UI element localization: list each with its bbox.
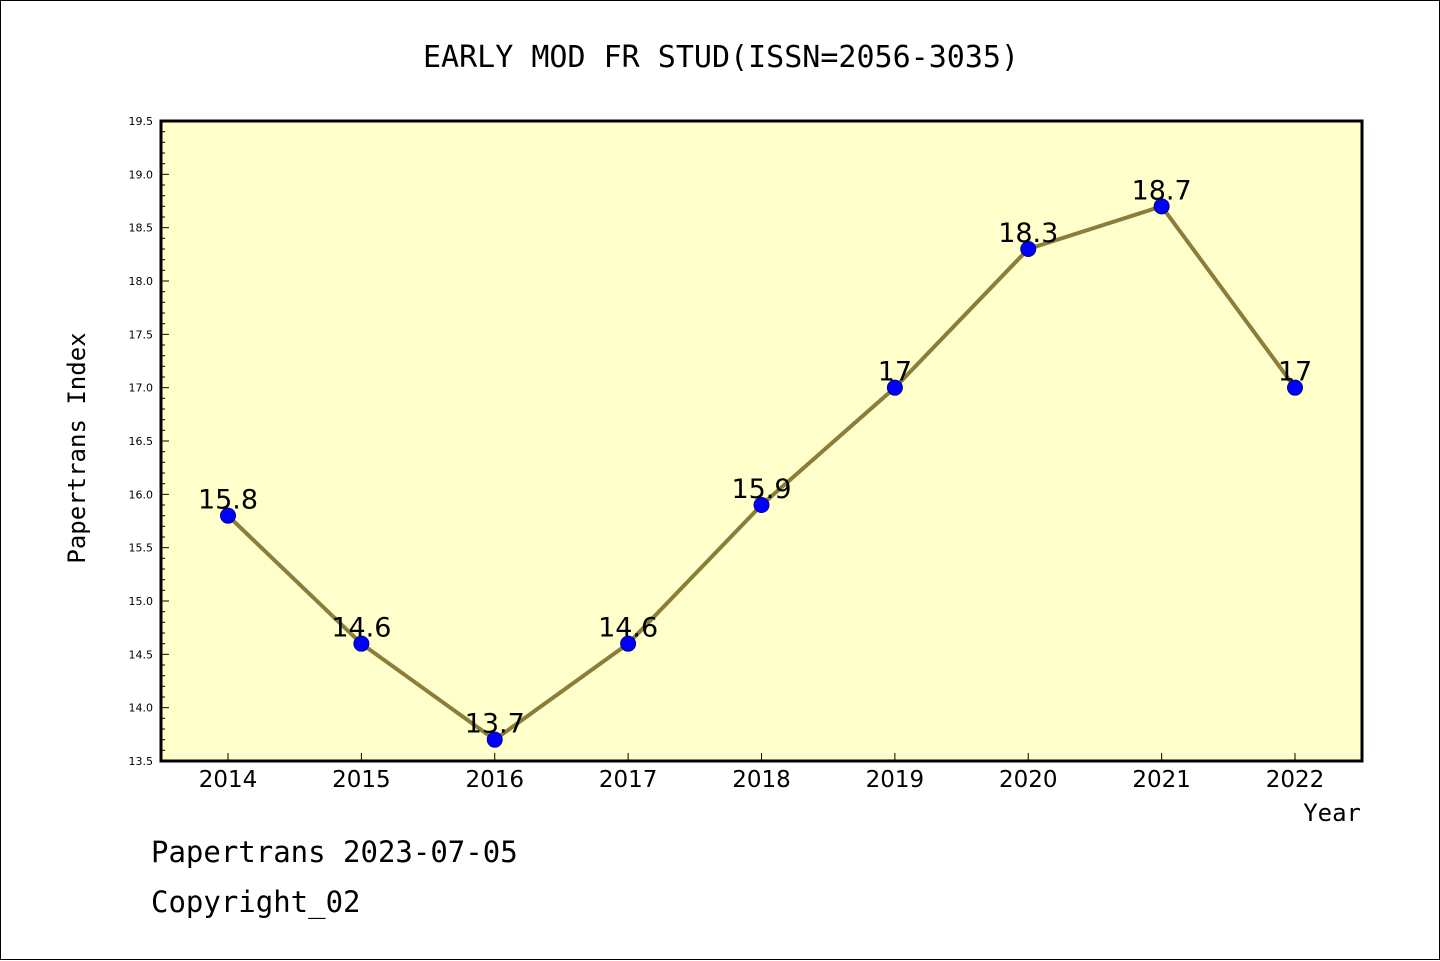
data-label: 18.7 [1132,175,1192,206]
x-tick-label: 2017 [599,767,658,793]
data-label: 14.6 [598,613,658,644]
data-point [753,497,770,513]
data-point [486,731,503,748]
data-point [1153,198,1170,215]
data-label: 17 [878,357,912,388]
data-point [620,635,637,652]
x-axis-label: Year [1303,799,1361,827]
x-tick-label: 2015 [332,767,391,793]
data-label: 15.9 [731,474,791,505]
y-tick-label: 17.0 [129,382,154,395]
y-tick-label: 17.5 [129,328,154,341]
chart-title: EARLY MOD FR STUD(ISSN=2056-3035) [423,40,1019,75]
x-tick-label: 2020 [999,767,1058,793]
x-tick-label: 2021 [1132,767,1191,793]
y-tick-label: 19.0 [129,168,154,181]
x-tick-label: 2019 [866,767,925,793]
y-tick-label: 14.0 [129,702,154,715]
data-label: 14.6 [331,613,391,644]
y-tick-label: 14.5 [129,648,154,661]
x-axis: 2014 2015 2016 2017 2018 2019 2020 2021 2022 [199,753,1325,793]
y-axis: 13.5 14.0 14.5 15.0 15.5 16.0 16.5 17.0 17.5 18.0… [129,115,169,768]
data-point [220,507,236,524]
footer-date: Papertrans 2023-07-05 [151,835,518,869]
y-tick-label: 15.0 [129,595,154,608]
plot-border [159,119,1364,763]
footer-copyright: Copyright_02 [151,885,361,919]
y-tick-label: 18.5 [129,222,154,235]
data-point [1020,241,1037,257]
data-point [886,379,903,396]
series-papertrans-index [220,198,1303,748]
data-point [1287,379,1303,396]
y-tick-label: 18.0 [129,275,154,288]
data-labels: 15.8 14.6 13.7 14.6 15.9 17 18.3 18.7 17 [198,175,1312,739]
y-tick-label: 16.5 [129,435,154,448]
y-tick-label: 15.5 [129,542,154,555]
y-tick-label: 16.0 [129,488,154,501]
data-point [353,635,370,652]
x-tick-label: 2018 [732,767,791,793]
x-tick-label: 2014 [199,767,258,793]
plot-area [161,121,1362,761]
y-tick-label: 19.5 [129,115,154,128]
data-label: 17 [1278,357,1312,388]
data-label: 15.8 [198,485,258,516]
x-tick-label: 2016 [465,767,524,793]
y-tick-label: 13.5 [129,755,154,768]
data-label: 13.7 [465,709,525,740]
data-label: 18.3 [998,218,1058,249]
x-tick-label: 2022 [1266,767,1325,793]
y-axis-label: Papertrans Index [63,332,91,563]
